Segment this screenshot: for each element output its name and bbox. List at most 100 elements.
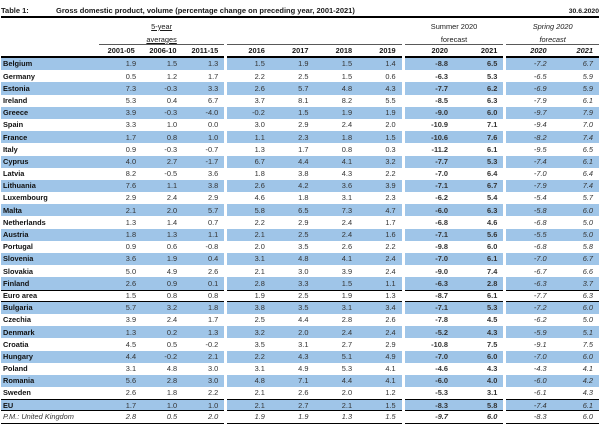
value-cell: 4.4 bbox=[341, 376, 353, 386]
value-cell: 2.7 bbox=[341, 339, 353, 349]
value-cell: -6.3 bbox=[435, 278, 448, 288]
table-row: Hungary 4.4 -0.2 2.1 2.2 4.3 5.1 4.9 -7.0 6.0 -7.0… bbox=[1, 350, 599, 363]
value-cell: -4.6 bbox=[435, 364, 448, 374]
value-cell: 4.1 bbox=[582, 364, 593, 374]
averages-group-label-line2: averages bbox=[146, 34, 177, 44]
value-cell: 1.3 bbox=[207, 327, 219, 337]
value-cell: 4.8 bbox=[298, 254, 309, 264]
table-row: Bulgaria 5.7 3.2 1.8 3.8 3.5 3.1 3.4 -7.1 5.3 -7.2… bbox=[1, 301, 599, 314]
value-cell: -9.7 bbox=[435, 412, 448, 422]
value-cell: -7.7 bbox=[533, 290, 547, 300]
summer-forecast-label-line2: forecast bbox=[440, 34, 468, 44]
value-cell: 1.9 bbox=[385, 108, 396, 118]
value-cell: 8.2 bbox=[125, 169, 137, 179]
value-cell: 4.8 bbox=[166, 364, 178, 374]
value-cell: 4.6 bbox=[487, 217, 498, 227]
value-cell: 2.6 bbox=[385, 315, 396, 325]
year-header-cell: 2021 bbox=[480, 45, 498, 55]
value-cell: 3.4 bbox=[385, 303, 396, 313]
row-group: -6.8 4.6 bbox=[405, 216, 504, 228]
value-cell: 2.9 bbox=[298, 217, 309, 227]
row-group: -7.4 6.1 bbox=[506, 399, 599, 412]
value-cell: -8.3 bbox=[435, 400, 448, 410]
row-group: -5.5 5.0 bbox=[506, 228, 599, 241]
row-group: Spain 3.3 1.0 0.0 bbox=[1, 119, 224, 131]
row-group: -6.5 5.9 bbox=[506, 70, 599, 82]
value-cell: -7.4 bbox=[533, 400, 547, 410]
value-cell: 1.9 bbox=[341, 290, 353, 300]
table-row: Finland 2.6 0.9 0.1 2.8 3.3 1.5 1.1 -6.3 2.8 -6.3 3… bbox=[1, 277, 599, 290]
row-group: 3.2 2.0 2.4 2.4 bbox=[227, 326, 402, 339]
value-cell: 2.9 bbox=[207, 193, 219, 203]
value-cell: -0.5 bbox=[164, 169, 178, 179]
value-cell: 2.2 bbox=[254, 351, 265, 361]
value-cell: 2.0 bbox=[385, 120, 396, 130]
value-cell: 7.4 bbox=[487, 266, 498, 276]
value-cell: 5.8 bbox=[487, 400, 498, 410]
value-cell: 4.5 bbox=[487, 315, 498, 325]
value-cell: 6.1 bbox=[487, 290, 498, 300]
value-cell: 4.3 bbox=[487, 327, 498, 337]
value-cell: 3.5 bbox=[298, 242, 309, 252]
year-header-cell: 2021 bbox=[576, 45, 593, 55]
row-group: 2.6 4.2 3.6 3.9 bbox=[227, 179, 402, 193]
value-cell: 3.1 bbox=[254, 254, 265, 264]
row-group: -7.9 7.4 bbox=[506, 179, 599, 193]
value-cell: 4.3 bbox=[385, 83, 396, 93]
value-cell: 1.9 bbox=[341, 108, 353, 118]
value-cell: 1.9 bbox=[125, 59, 137, 69]
value-cell: 2.6 bbox=[254, 181, 265, 191]
value-cell: 4.0 bbox=[125, 156, 137, 166]
value-cell: 3.6 bbox=[207, 169, 219, 179]
value-cell: -0.3 bbox=[164, 108, 178, 118]
row-group: -6.3 5.3 bbox=[405, 70, 504, 82]
table-row: Germany 0.5 1.2 1.7 2.2 2.5 1.5 0.6 -6.3 5.3 -6.5 5… bbox=[1, 70, 599, 82]
table-row: Slovakia 5.0 4.9 2.6 2.1 3.0 3.9 2.4 -9.0 7.4 -6.7… bbox=[1, 265, 599, 277]
row-group: -5.2 4.3 bbox=[404, 326, 504, 339]
value-cell: 0.6 bbox=[166, 242, 178, 252]
table-row: Estonia 7.3 -0.3 3.3 2.6 5.7 4.8 4.3 -7.7 6.2 -6.9… bbox=[1, 82, 599, 95]
value-cell: 0.5 bbox=[125, 71, 137, 81]
value-cell: 5.3 bbox=[125, 95, 137, 105]
value-cell: -10.6 bbox=[431, 132, 448, 142]
value-cell: 4.0 bbox=[487, 376, 498, 386]
value-cell: 3.9 bbox=[125, 315, 137, 325]
value-cell: 1.5 bbox=[166, 59, 178, 69]
value-cell: 4.9 bbox=[166, 266, 178, 276]
value-cell: 7.4 bbox=[582, 132, 593, 142]
year-header-cell: 2020 bbox=[530, 45, 547, 55]
value-cell: 6.1 bbox=[487, 144, 498, 154]
value-cell: -9.0 bbox=[435, 108, 448, 118]
value-cell: 3.9 bbox=[125, 108, 137, 118]
value-cell: 1.8 bbox=[125, 230, 137, 240]
value-cell: 1.1 bbox=[166, 181, 178, 191]
table-row: Lithuania 7.6 1.1 3.8 2.6 4.2 3.6 3.9 -7.1 6.7 -7.… bbox=[1, 179, 599, 193]
value-cell: 2.0 bbox=[341, 388, 353, 398]
row-group: Sweden 2.6 1.8 2.2 bbox=[1, 387, 224, 399]
row-group: -7.1 5.6 bbox=[404, 228, 504, 241]
row-group: 1.1 2.3 1.8 1.5 bbox=[227, 131, 402, 144]
value-cell: 1.3 bbox=[341, 412, 353, 422]
row-group: 5.8 6.5 7.3 4.7 bbox=[227, 204, 402, 217]
value-cell: 0.8 bbox=[207, 290, 219, 300]
year-header-group-3: 2020 2021 bbox=[404, 43, 504, 58]
value-cell: 2.9 bbox=[385, 339, 396, 349]
row-group: -6.0 4.2 bbox=[506, 374, 599, 388]
value-cell: 6.7 bbox=[487, 181, 498, 191]
value-cell: 2.0 bbox=[254, 242, 265, 252]
value-cell: 3.7 bbox=[254, 95, 265, 105]
row-group: -8.7 6.1 bbox=[404, 289, 504, 302]
table-row: Cyprus 4.0 2.7 -1.7 6.7 4.4 4.1 3.2 -7.7 5.3 -7.4 6… bbox=[1, 155, 599, 168]
row-group: -7.1 5.3 bbox=[404, 301, 504, 314]
averages-group-label-line1: 5-year bbox=[151, 21, 173, 31]
row-group: Poland 3.1 4.8 3.0 bbox=[1, 363, 224, 375]
value-cell: 1.1 bbox=[254, 132, 265, 142]
value-cell: 5.0 bbox=[125, 266, 137, 276]
value-cell: 5.7 bbox=[207, 205, 219, 215]
row-group: -7.0 6.4 bbox=[405, 168, 504, 180]
value-cell: -4.0 bbox=[205, 108, 219, 118]
value-cell: -7.7 bbox=[435, 156, 448, 166]
country-cell: Czechia bbox=[3, 315, 31, 325]
value-cell: 7.4 bbox=[582, 181, 593, 191]
report-date: 30.6.2020 bbox=[568, 8, 599, 15]
